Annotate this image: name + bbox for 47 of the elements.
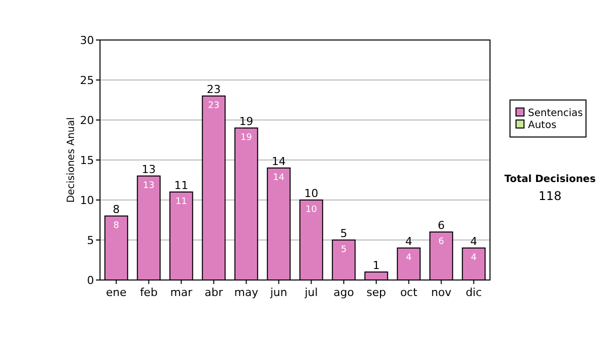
text: 118 bbox=[538, 189, 562, 203]
text: Total Decisiones bbox=[504, 174, 596, 185]
y-tick-label: 30 bbox=[80, 34, 94, 47]
data-label: 4 bbox=[470, 253, 477, 263]
total-label: 8 bbox=[112, 203, 120, 216]
total-label: 4 bbox=[405, 235, 412, 248]
y-tick-label: 10 bbox=[80, 194, 94, 207]
data-label: 8 bbox=[113, 221, 120, 231]
x-tick-label: ago bbox=[334, 286, 354, 299]
total-label: 11 bbox=[174, 179, 188, 192]
data-label: 23 bbox=[208, 101, 220, 111]
y-tick-label: 20 bbox=[80, 114, 94, 127]
data-label: 6 bbox=[438, 237, 444, 247]
total-label: 5 bbox=[340, 227, 348, 240]
data-label: 11 bbox=[176, 197, 187, 207]
total-label: 14 bbox=[272, 155, 286, 168]
x-tick-label: mar bbox=[170, 286, 193, 299]
total-label: 19 bbox=[239, 115, 254, 128]
x-tick-label: sep bbox=[366, 286, 386, 299]
x-tick-label: jul bbox=[304, 286, 318, 299]
data-label: 19 bbox=[240, 133, 252, 143]
y-tick-label: 5 bbox=[87, 234, 94, 247]
x-tick-label: abr bbox=[204, 286, 224, 299]
data-label: 13 bbox=[143, 181, 154, 191]
y-axis-title: Decisiones Anual bbox=[66, 117, 77, 203]
total-label: 6 bbox=[438, 219, 445, 232]
y-tick-label: 15 bbox=[80, 154, 94, 167]
data-label: 4 bbox=[406, 253, 412, 263]
x-tick-label: ene bbox=[106, 286, 127, 299]
x-tick-label: jun bbox=[269, 286, 288, 299]
data-label: 14 bbox=[273, 173, 285, 183]
total-label: 23 bbox=[206, 83, 221, 96]
data-label: 5 bbox=[340, 245, 347, 255]
total-label: 13 bbox=[142, 163, 156, 176]
y-tick-label: 0 bbox=[87, 274, 94, 287]
total-label: 1 bbox=[372, 259, 380, 272]
legend-label: Sentencias bbox=[528, 108, 583, 119]
x-tick-label: may bbox=[234, 286, 259, 299]
x-tick-label: nov bbox=[431, 286, 452, 299]
x-tick-label: feb bbox=[140, 286, 158, 299]
total-label: 4 bbox=[470, 235, 478, 248]
y-tick-label: 25 bbox=[80, 74, 94, 87]
legend-label: Autos bbox=[528, 120, 556, 131]
data-label: 10 bbox=[306, 205, 318, 215]
total-label: 10 bbox=[304, 187, 318, 200]
x-tick-label: oct bbox=[400, 286, 418, 299]
x-tick-label: dic bbox=[466, 286, 482, 299]
